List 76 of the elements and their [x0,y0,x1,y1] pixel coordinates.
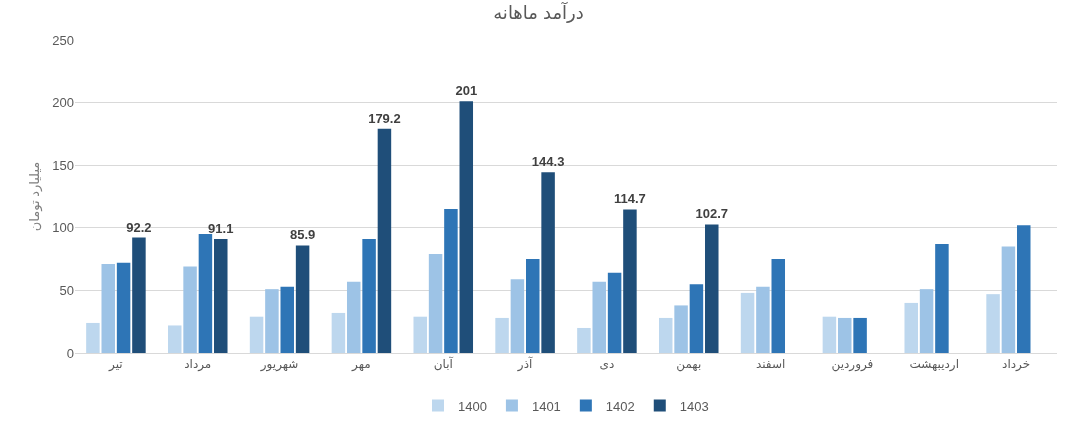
y-tick-label: 100 [52,220,74,236]
x-tick-label: تیر [108,357,123,373]
bar [771,259,786,353]
bar [132,237,146,353]
x-tick-label: اسفند [755,357,786,372]
bar [377,128,392,353]
bar [86,322,100,353]
y-tick-label: 150 [52,157,74,173]
data-label: 201 [455,83,478,99]
x-tick-label: آذر [516,356,533,373]
bar [935,244,949,353]
bar [362,239,376,353]
bar [295,245,310,353]
bar [495,317,509,353]
bar [689,284,704,353]
legend-label: 1403 [679,398,709,414]
bar [756,286,770,353]
bar [541,172,555,353]
y-tick-label: 0 [66,345,74,361]
bar [607,272,622,353]
x-tick-label: بهمن [676,357,702,373]
bar [459,101,474,353]
y-axis-title: میلیارد تومان [27,161,43,232]
bar [167,325,182,353]
bar [444,209,458,353]
bar [346,281,361,353]
bar [214,238,228,353]
x-tick-label: آبان [433,356,454,372]
x-tick-label: مهر [351,357,371,373]
data-label: 179.2 [368,110,401,126]
chart-title: درآمد ماهانه [493,1,584,24]
bar [116,262,131,353]
data-label: 85.9 [289,227,316,243]
bar [705,224,719,353]
bar [413,316,427,353]
bar [198,234,213,353]
bar [331,312,346,353]
bar [674,305,688,353]
data-label: 91.1 [208,220,234,236]
bar [623,209,637,353]
bar [837,317,852,353]
y-tick-label: 250 [52,32,74,48]
bar [822,316,837,353]
x-tick-label: دی [599,357,615,372]
x-tick-label: فروردین [831,357,874,373]
bar [1017,225,1031,353]
bar [101,264,115,353]
bar [904,302,918,353]
legend-label: 1401 [531,398,561,414]
data-label: 144.3 [531,154,565,170]
bar [510,279,525,353]
legend-label: 1400 [458,398,487,414]
bar [280,286,295,353]
y-tick-label: 50 [59,282,74,298]
bar [986,294,1000,353]
data-label: 102.7 [695,206,729,222]
bar [577,327,591,353]
x-tick-label: شهریور [259,357,299,373]
data-label: 92.2 [126,219,152,235]
bar [592,281,606,353]
x-tick-label: خرداد [1002,357,1031,373]
bar [658,317,673,353]
bar [183,266,197,353]
bar [249,316,264,353]
legend-label: 1402 [605,398,635,414]
bar [428,254,443,353]
y-tick-label: 200 [52,95,74,111]
x-tick-label: اردیبهشت [909,357,959,373]
bar [265,289,279,353]
bar [526,259,540,353]
x-tick-label: مرداد [184,357,212,373]
data-label: 114.7 [614,191,646,207]
bar [919,289,934,353]
bar [740,292,755,353]
bar [1001,246,1016,353]
bar [853,317,867,353]
